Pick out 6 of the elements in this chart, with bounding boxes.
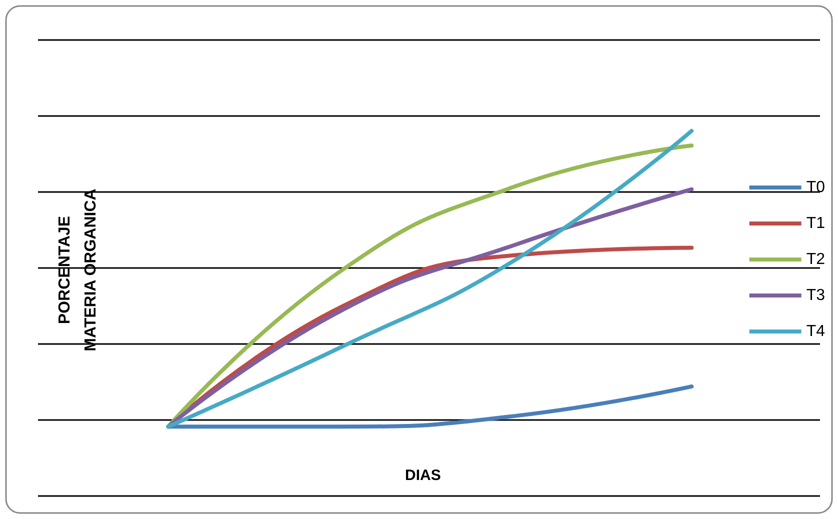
legend-label: T2 [806,251,826,268]
legend-label: T3 [806,287,826,304]
legend-label: T4 [806,323,826,340]
x-axis-title: DIAS [405,467,441,484]
legend-label: T1 [806,215,826,232]
y-axis-title: PORCENTAJE MATERIA ORGANICA [56,188,100,352]
